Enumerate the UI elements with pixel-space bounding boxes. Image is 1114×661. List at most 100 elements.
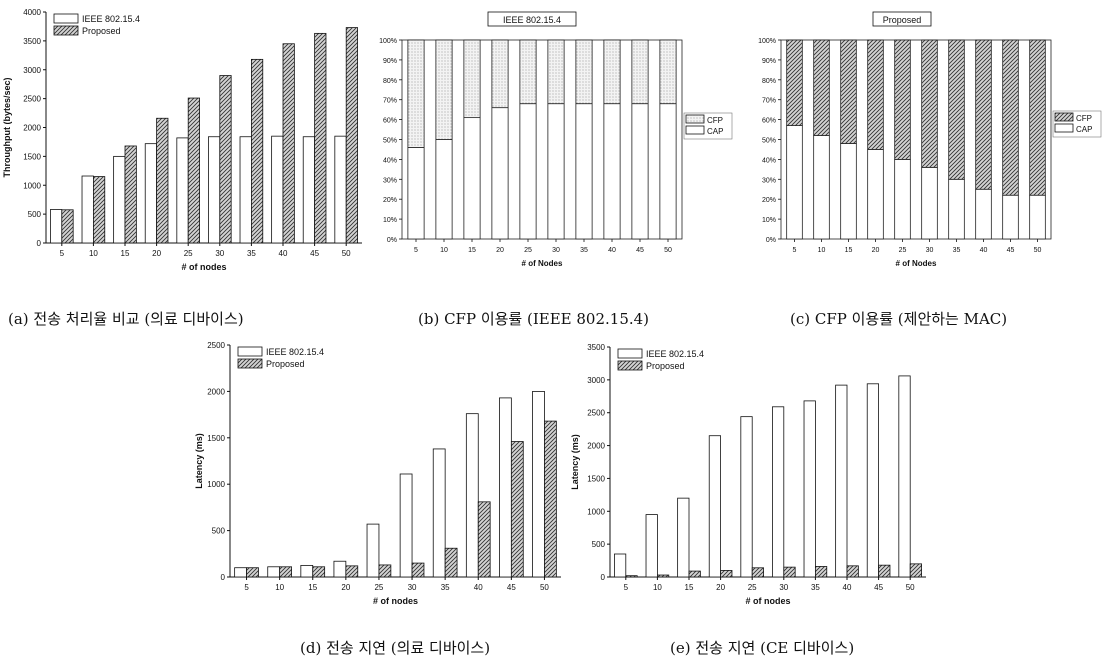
bar-segment — [547, 103, 565, 240]
bar — [124, 145, 137, 244]
bar — [93, 176, 106, 244]
bar — [234, 567, 247, 578]
y-tick-label: 90% — [762, 58, 776, 65]
bar — [187, 97, 200, 244]
x-tick-label: 5 — [624, 583, 629, 592]
chart-title: IEEE 802.15.4 — [503, 15, 561, 25]
legend-swatch — [1054, 123, 1074, 133]
y-tick-label: 2000 — [587, 442, 605, 451]
bar — [378, 564, 392, 578]
x-tick-label: 35 — [247, 249, 256, 258]
bar — [113, 155, 126, 244]
x-tick-label: 15 — [845, 247, 853, 254]
bar — [814, 566, 828, 578]
x-tick-label: 25 — [184, 249, 193, 258]
x-tick-label: 30 — [215, 249, 224, 258]
y-tick-label: 50% — [383, 138, 397, 145]
caption-a: (a) 전송 처리율 비교 (의료 디바이스) — [8, 310, 244, 328]
bar — [302, 136, 315, 244]
x-tick-label: 25 — [524, 247, 532, 254]
bar — [432, 448, 446, 578]
caption-e: (e) 전송 지연 (CE 디바이스) — [670, 639, 855, 657]
y-tick-label: 80% — [383, 78, 397, 85]
y-tick-label: 60% — [383, 118, 397, 125]
x-tick-label: 40 — [608, 247, 616, 254]
bar — [267, 566, 281, 578]
bar-segment — [975, 39, 992, 190]
x-tick-label: 35 — [441, 583, 450, 592]
bar-segment — [894, 39, 911, 160]
y-tick-label: 80% — [762, 78, 776, 85]
bar-segment — [631, 103, 649, 240]
title-box — [872, 11, 932, 27]
bar — [61, 209, 74, 244]
bar — [366, 523, 380, 578]
x-axis-label: # of Nodes — [896, 259, 937, 268]
x-tick-label: 15 — [468, 247, 476, 254]
x-tick-label: 50 — [906, 583, 915, 592]
legend-label: IEEE 802.15.4 — [82, 14, 140, 24]
bar-segment — [463, 117, 481, 240]
bar-segment — [786, 39, 803, 126]
chart-a-svg: 0 500 1000 1500 2000 2500 3000 3500 4000 5 10 15 20 2… — [2, 8, 362, 272]
bar — [688, 570, 701, 578]
bar — [282, 43, 295, 244]
bar — [510, 441, 524, 578]
bar — [444, 547, 458, 578]
y-tick-label: 90% — [383, 58, 397, 65]
bar-segment — [867, 39, 884, 150]
y-tick-label: 30% — [383, 177, 397, 184]
x-tick-label: 10 — [89, 249, 98, 258]
x-tick-label: 35 — [580, 247, 588, 254]
bar — [708, 435, 721, 578]
bar-segment — [921, 166, 938, 240]
y-tick-label: 1000 — [23, 181, 41, 190]
caption-c: (c) CFP 이용률 (제안하는 MAC) — [790, 310, 1008, 328]
y-tick-label: 2500 — [207, 341, 225, 350]
bar — [279, 566, 292, 578]
bar — [657, 574, 670, 578]
x-tick-label: 10 — [653, 583, 662, 592]
x-tick-label: 45 — [1007, 247, 1015, 254]
x-tick-label: 40 — [474, 583, 483, 592]
legend-swatch — [1054, 112, 1074, 122]
x-tick-label: 5 — [60, 249, 65, 258]
bar — [677, 497, 690, 578]
y-tick-label: 70% — [762, 98, 776, 105]
y-tick-label: 1000 — [207, 480, 225, 489]
x-tick-label: 5 — [244, 583, 249, 592]
bar — [909, 563, 922, 578]
x-tick-label: 30 — [408, 583, 417, 592]
y-tick-label: 40% — [762, 157, 776, 164]
legend-label: Proposed — [266, 359, 305, 369]
y-tick-label: 2500 — [23, 95, 41, 104]
bar-segment — [1002, 194, 1019, 240]
bar — [156, 117, 169, 244]
bar — [835, 384, 848, 578]
x-tick-label: 20 — [716, 583, 725, 592]
x-tick-label: 35 — [953, 247, 961, 254]
x-tick-label: 30 — [779, 583, 788, 592]
legend-swatch — [237, 358, 263, 369]
y-tick-label: 3000 — [23, 66, 41, 75]
bar — [176, 137, 189, 244]
x-tick-label: 10 — [275, 583, 284, 592]
legend-label: CFP — [1076, 114, 1092, 123]
chart-a-throughput: 0 500 1000 1500 2000 2500 3000 3500 4000 5 10 15 20 2… — [0, 0, 370, 280]
legend-label: Proposed — [82, 26, 121, 36]
x-axis-label: # of nodes — [181, 262, 226, 272]
y-tick-label: 50% — [762, 138, 776, 145]
bar-segment — [867, 149, 884, 240]
bar — [544, 420, 557, 578]
y-tick-label: 500 — [212, 527, 226, 536]
bar-segment — [813, 135, 830, 240]
bar-segment — [631, 39, 649, 105]
y-tick-label: 20% — [383, 197, 397, 204]
chart-e-latency-ce: 0 500 1000 1500 2000 2500 3000 3500 5 10 15 20 25 30 3… — [568, 335, 948, 625]
legend-label: IEEE 802.15.4 — [646, 349, 704, 359]
y-tick-label: 0 — [37, 239, 42, 248]
x-tick-label: 10 — [818, 247, 826, 254]
bar-segment — [519, 103, 537, 240]
bar — [846, 565, 859, 578]
bar-segment — [491, 107, 509, 240]
